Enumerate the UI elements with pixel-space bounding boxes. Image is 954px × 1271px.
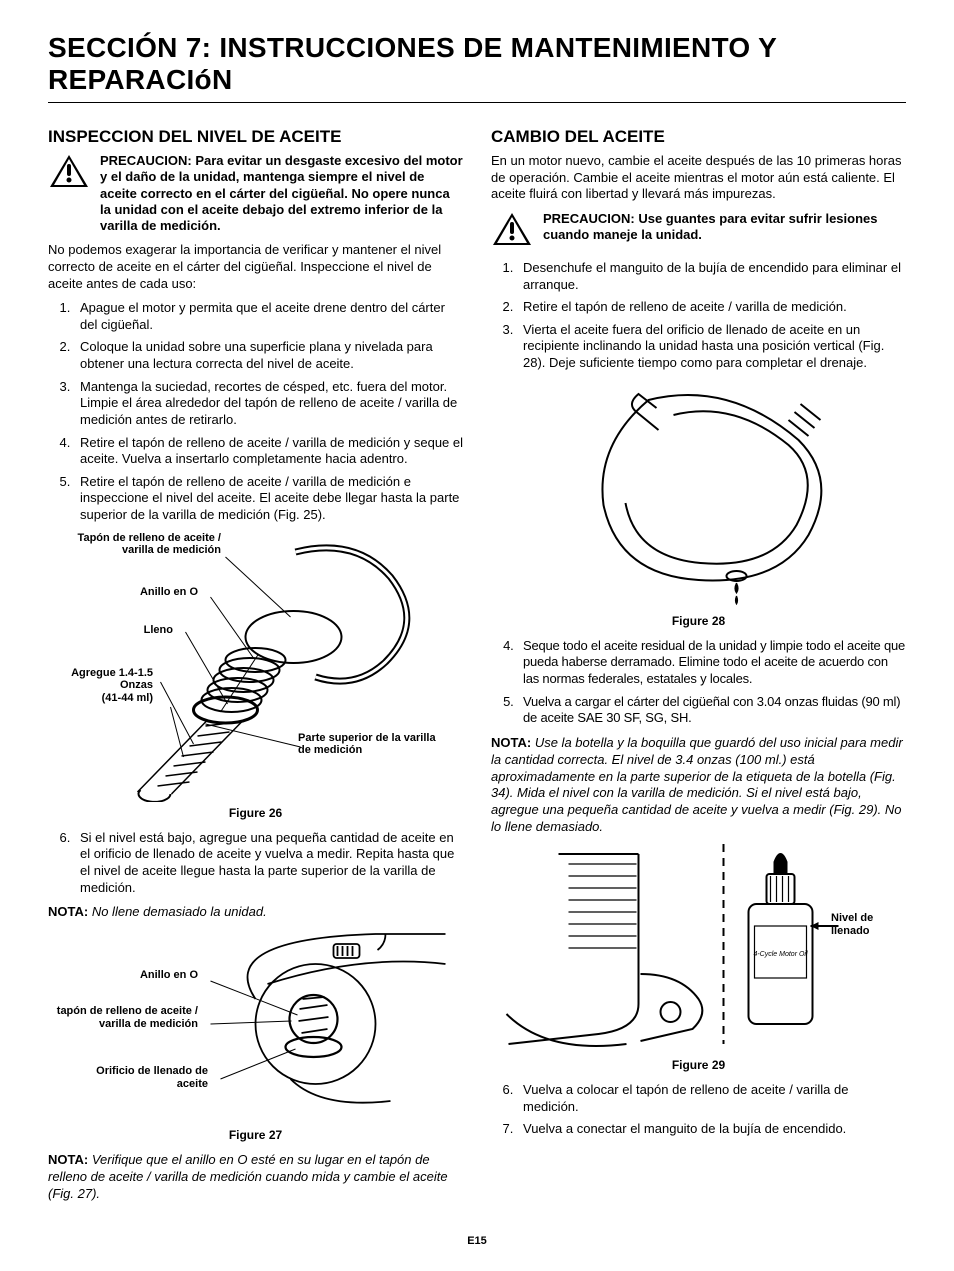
fig26-label-add3: (41-44 ml): [102, 692, 153, 704]
warning-block-1: PRECAUCION: Para evitar un desgaste exce…: [48, 153, 463, 234]
nota-label: NOTA:: [48, 1152, 88, 1167]
fig27-label-plug: tapón de relleno de aceite / varilla de …: [53, 1005, 198, 1030]
figure-29: 4-Cycle Motor Oil Nivel de llenado: [491, 844, 906, 1054]
nota-label: NOTA:: [48, 904, 88, 919]
warning-text-2: PRECAUCION: Use guantes para evitar sufr…: [543, 211, 906, 244]
fig26-label-topstick: Parte superior de la varilla de medición: [298, 732, 438, 757]
heading-inspection: INSPECCION DEL NIVEL DE ACEITE: [48, 127, 463, 147]
steps-right-c: Vuelva a colocar el tapón de relleno de …: [491, 1082, 906, 1138]
nota-body: No llene demasiado la unidad.: [92, 904, 267, 919]
step-item: Retire el tapón de relleno de aceite / v…: [74, 435, 463, 468]
step-item: Vuelva a conectar el manguito de la bují…: [517, 1121, 906, 1138]
fig29-label-fill: Nivel de llenado: [831, 912, 891, 937]
fig27-caption: Figure 27: [48, 1128, 463, 1142]
step-item: Vierta el aceite fuera del orificio de l…: [517, 322, 906, 372]
step-item: Seque todo el aceite residual de la unid…: [517, 638, 906, 688]
intro-left: No podemos exagerar la importancia de ve…: [48, 242, 463, 292]
nota-1: NOTA: No llene demasiado la unidad.: [48, 904, 463, 921]
step-item: Desenchufe el manguito de la bujía de en…: [517, 260, 906, 293]
step-item: Vuelva a cargar el cárter del cigüeñal c…: [517, 694, 906, 727]
drain-illustration: [491, 380, 906, 610]
bottle-label: 4-Cycle Motor Oil: [753, 951, 808, 958]
steps-right-b: Seque todo el aceite residual de la unid…: [491, 638, 906, 727]
two-column-body: INSPECCION DEL NIVEL DE ACEITE PRECAUCIO…: [48, 119, 906, 1211]
step-item: Coloque la unidad sobre una superficie p…: [74, 339, 463, 372]
fig26-caption: Figure 26: [48, 806, 463, 820]
step-item: Vuelva a colocar el tapón de relleno de …: [517, 1082, 906, 1115]
nota-2: NOTA: Verifique que el anillo en O esté …: [48, 1152, 463, 1203]
figure-27: Anillo en O tapón de relleno de aceite /…: [48, 929, 463, 1124]
step-item: Si el nivel está bajo, agregue una peque…: [74, 830, 463, 897]
fig26-label-plug: Tapón de relleno de aceite / varilla de …: [56, 532, 221, 557]
figure-28: [491, 380, 906, 610]
step-item: Retire el tapón de relleno de aceite / v…: [74, 474, 463, 524]
step-item: Apague el motor y permita que el aceite …: [74, 300, 463, 333]
fig29-caption: Figure 29: [491, 1058, 906, 1072]
fig26-label-add1: Agregue 1.4-1.5: [71, 667, 153, 679]
nota-body: Use la botella y la boquilla que guardó …: [491, 735, 903, 834]
step-item: Retire el tapón de relleno de aceite / v…: [517, 299, 906, 316]
fig27-label-oring: Anillo en O: [108, 969, 198, 982]
step-item: Mantenga la suciedad, recortes de césped…: [74, 379, 463, 429]
steps-left-a: Apague el motor y permita que el aceite …: [48, 300, 463, 524]
fig26-label-full: Lleno: [118, 624, 173, 637]
fig26-label-oring: Anillo en O: [108, 586, 198, 599]
page-title: SECCIÓN 7: INSTRUCCIONES DE MANTENIMIENT…: [48, 32, 906, 96]
fig26-label-add2: Onzas: [120, 679, 153, 691]
fig28-caption: Figure 28: [491, 614, 906, 628]
nota-right: NOTA: Use la botella y la boquilla que g…: [491, 735, 906, 836]
fill-level-illustration: 4-Cycle Motor Oil: [491, 844, 906, 1054]
nota-body: Verifique que el anillo en O esté en su …: [48, 1152, 448, 1201]
right-column: CAMBIO DEL ACEITE En un motor nuevo, cam…: [491, 119, 906, 1211]
steps-right-a: Desenchufe el manguito de la bujía de en…: [491, 260, 906, 372]
left-column: INSPECCION DEL NIVEL DE ACEITE PRECAUCIO…: [48, 119, 463, 1211]
warning-block-2: PRECAUCION: Use guantes para evitar sufr…: [491, 211, 906, 252]
title-rule: [48, 102, 906, 103]
heading-change: CAMBIO DEL ACEITE: [491, 127, 906, 147]
fig27-label-fillhole: Orificio de llenado de aceite: [83, 1065, 208, 1090]
warning-text-1: PRECAUCION: Para evitar un desgaste exce…: [100, 153, 463, 234]
steps-left-b: Si el nivel está bajo, agregue una peque…: [48, 830, 463, 897]
page-number: E15: [48, 1235, 906, 1247]
nota-label: NOTA:: [491, 735, 531, 750]
manual-page: SECCIÓN 7: INSTRUCCIONES DE MANTENIMIENT…: [0, 0, 954, 1271]
intro-right: En un motor nuevo, cambie el aceite desp…: [491, 153, 906, 203]
figure-26: Tapón de relleno de aceite / varilla de …: [48, 532, 463, 802]
warning-icon: [48, 153, 90, 194]
warning-icon: [491, 211, 533, 252]
